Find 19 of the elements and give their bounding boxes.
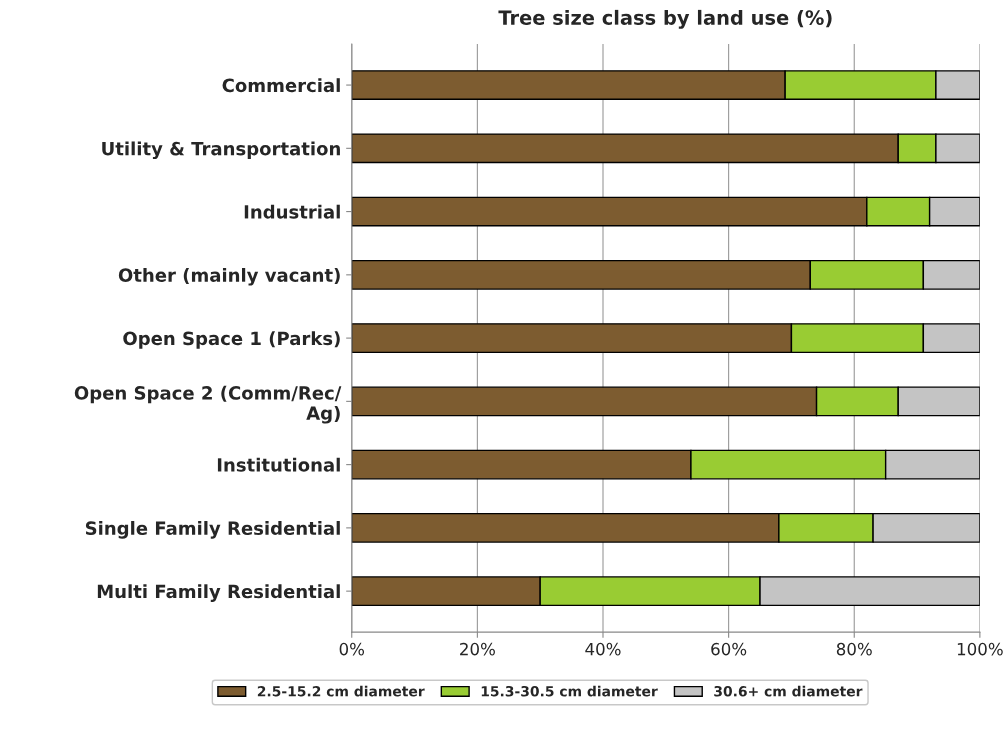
legend-label: 15.3-30.5 cm diameter (481, 685, 658, 697)
legend-label: 2.5-15.2 cm diameter (257, 685, 425, 697)
chart-title: Tree size class by land use (%) (498, 9, 832, 29)
x-tick-label: 0% (339, 642, 365, 656)
x-tick-label: 100% (957, 642, 1003, 656)
y-tick-label: Other (mainly vacant) (118, 267, 340, 286)
y-tick-label: Utility & Transportation (102, 141, 340, 160)
x-tick-label: 60% (711, 642, 747, 656)
y-tick-label: Industrial (244, 204, 340, 219)
y-tick-label: Multi Family Residential (97, 584, 340, 602)
x-tick-label: 40% (585, 642, 621, 656)
y-tick-label: Single Family Residential (85, 521, 340, 539)
x-tick-label: 20% (460, 642, 495, 656)
y-tick-label: Open Space 2 (Comm/Rec/ Ag) (74, 385, 342, 424)
y-tick-label: Institutional (217, 457, 340, 472)
legend-label: 30.6+ cm diameter (714, 685, 863, 697)
x-tick-label: 80% (836, 642, 872, 656)
y-tick-label: Open Space 1 (Parks) (123, 331, 340, 349)
y-tick-label: Commercial (222, 78, 340, 93)
